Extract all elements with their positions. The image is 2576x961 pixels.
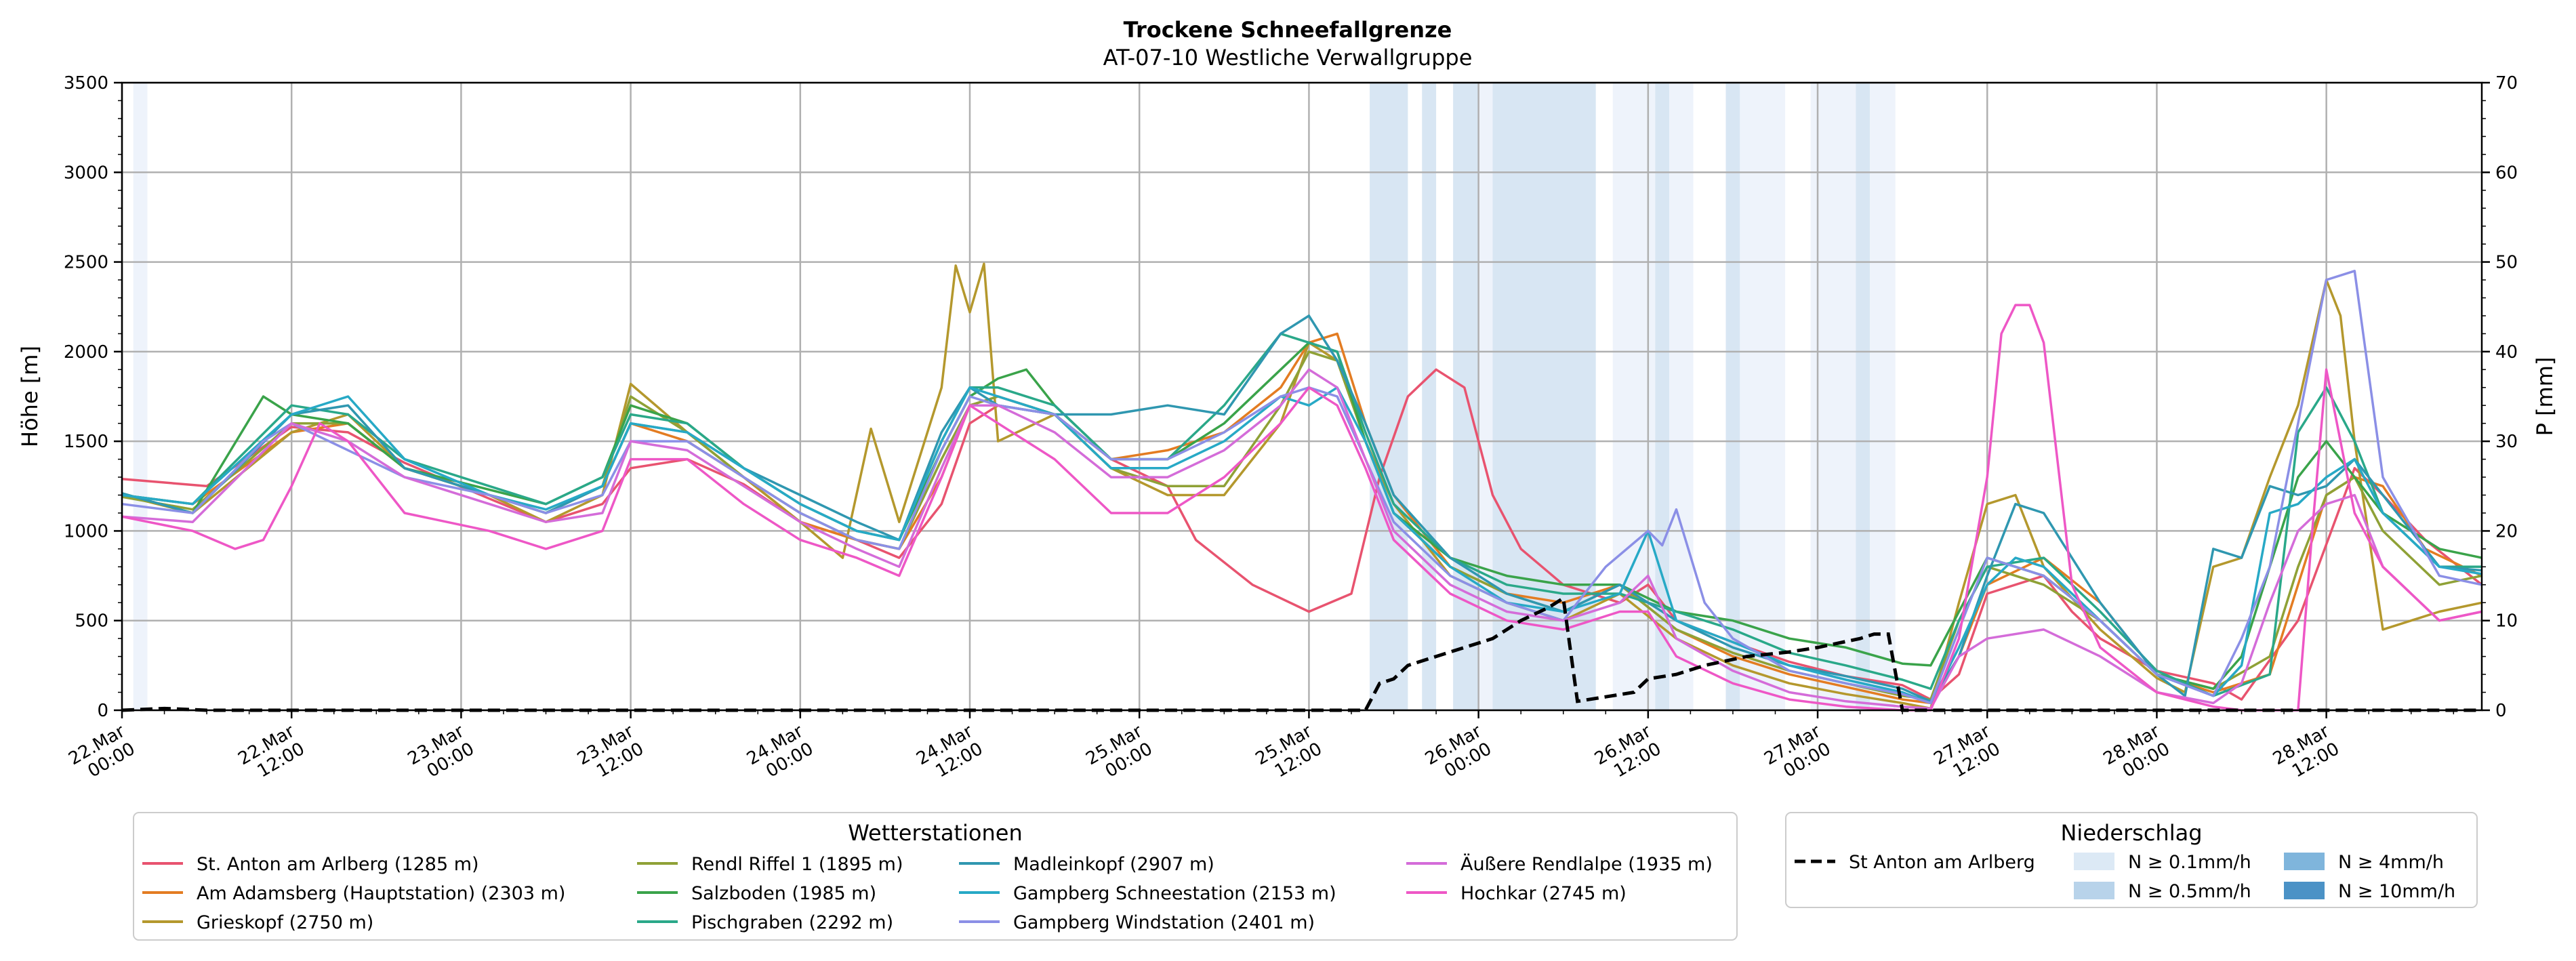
x-tick-label: 23.Mar00:00	[405, 721, 478, 787]
y2-tick-label: 70	[2495, 73, 2518, 94]
y2-tick-label: 30	[2495, 432, 2518, 452]
y-tick-label: 2000	[64, 342, 108, 363]
series-line	[121, 368, 2483, 701]
y-tick-label: 3000	[64, 163, 108, 183]
legend-station-label: Hochkar (2745 m)	[1460, 883, 1627, 904]
legend-station-label: Äußere Rendlalpe (1935 m)	[1460, 853, 1713, 875]
x-tick-label: 25.Mar12:00	[1252, 721, 1326, 787]
series-line	[121, 304, 2482, 712]
y-tick-label: 500	[75, 611, 108, 632]
chart-subtitle: AT-07-10 Westliche Verwallgruppe	[1103, 45, 1473, 70]
x-tick-label: 23.Mar12:00	[574, 721, 648, 787]
y-tick-label: 3500	[64, 73, 108, 94]
legend-precip: Niederschlag St Anton am Arlberg N ≥ 0.1…	[1785, 812, 2478, 908]
plot-frame	[121, 81, 2483, 712]
chart-title: Trockene Schneefallgrenze	[1124, 17, 1452, 43]
y2-tick-label: 40	[2495, 342, 2518, 363]
y2-tick-label: 0	[2495, 701, 2507, 721]
y2-tick-label: 20	[2495, 521, 2518, 541]
legend-stations: Wetterstationen St. Anton am Arlberg (12…	[133, 812, 1738, 941]
legend-precip-level-label: N ≥ 4mm/h	[2338, 852, 2444, 873]
y-tick-label: 2500	[64, 253, 108, 273]
series-line	[121, 368, 2482, 710]
legend-station-label: Salzboden (1985 m)	[691, 883, 876, 904]
precip-band	[1725, 83, 1740, 710]
y2-tick-label: 50	[2495, 253, 2518, 273]
legend-precip-level-label: N ≥ 0.5mm/h	[2128, 881, 2251, 902]
precip-band	[1655, 83, 1670, 710]
legend-station-label: Pischgraben (2292 m)	[691, 912, 893, 933]
precip-band	[1740, 83, 1786, 710]
y-tick-label: 0	[97, 701, 108, 721]
x-tick-label: 24.Mar00:00	[743, 721, 817, 787]
legend-station-label: Am Adamsberg (Hauptstation) (2303 m)	[197, 883, 565, 904]
y-axis-right: 0 10 20 30 40 50 60 70	[2482, 73, 2518, 721]
legend-precip-level-swatch	[2074, 853, 2114, 870]
series-line	[121, 332, 2482, 697]
y2-tick-label: 10	[2495, 611, 2518, 632]
precip-line	[121, 595, 2482, 712]
station-lines	[121, 262, 2483, 712]
legend-precip-title: Niederschlag	[2060, 820, 2202, 846]
legend-station-label: Gampberg Windstation (2401 m)	[1013, 912, 1315, 933]
legend-station-label: St. Anton am Arlberg (1285 m)	[197, 854, 479, 875]
precip-line-group	[121, 595, 2482, 712]
x-tick-label: 25.Mar00:00	[1082, 721, 1156, 787]
x-tick-label: 26.Mar00:00	[1422, 721, 1496, 787]
precip-band	[1422, 83, 1437, 710]
x-tick-label: 28.Mar12:00	[2270, 721, 2344, 787]
legend-precip-level-swatch	[2074, 882, 2114, 899]
x-tick-label: 27.Mar12:00	[1930, 721, 2004, 787]
series-line	[121, 314, 2482, 703]
y-axis-label: Höhe [m]	[17, 346, 43, 447]
precip-band	[1478, 83, 1493, 710]
x-tick-label: 28.Mar00:00	[2100, 721, 2174, 787]
precip-band	[1870, 83, 1896, 710]
y2-tick-label: 60	[2495, 163, 2518, 183]
legend-station-label: Grieskopf (2750 m)	[197, 912, 373, 933]
precip-bands	[133, 83, 1896, 710]
legend-precip-level-label: N ≥ 0.1mm/h	[2128, 852, 2251, 873]
x-tick-label: 26.Mar12:00	[1591, 721, 1665, 787]
y-axis-left: 0 500 1000 1500 2000 2500 3000 3500	[64, 73, 122, 721]
y-tick-label: 1000	[64, 521, 108, 541]
y-tick-label: 1500	[64, 432, 108, 452]
x-tick-label: 24.Mar12:00	[913, 721, 987, 787]
x-tick-label: 27.Mar00:00	[1761, 721, 1835, 787]
precip-band	[1370, 83, 1408, 710]
series-line	[121, 386, 2482, 705]
legend-precip-line-label: St Anton am Arlberg	[1849, 852, 2035, 873]
series-line	[121, 341, 2482, 691]
legend-precip-level-label: N ≥ 10mm/h	[2338, 881, 2455, 902]
legend-stations-title: Wetterstationen	[848, 820, 1022, 846]
legend-station-label: Madleinkopf (2907 m)	[1013, 854, 1214, 875]
precip-band	[133, 83, 148, 710]
legend-station-label: Gampberg Schneestation (2153 m)	[1013, 883, 1336, 904]
precip-band	[1669, 83, 1694, 710]
x-tick-label: 22.Mar00:00	[65, 721, 139, 787]
legend-precip-level-swatch	[2284, 882, 2325, 899]
x-tick-label: 22.Mar12:00	[234, 721, 308, 787]
legend-precip-level-swatch	[2284, 853, 2325, 870]
precip-band	[1856, 83, 1870, 710]
legend-station-label: Rendl Riffel 1 (1895 m)	[691, 854, 903, 875]
x-axis: 22.Mar00:00 22.Mar12:00 23.Mar00:00 23.Mar1…	[65, 710, 2455, 787]
y2-axis-label: P [mm]	[2532, 357, 2558, 436]
